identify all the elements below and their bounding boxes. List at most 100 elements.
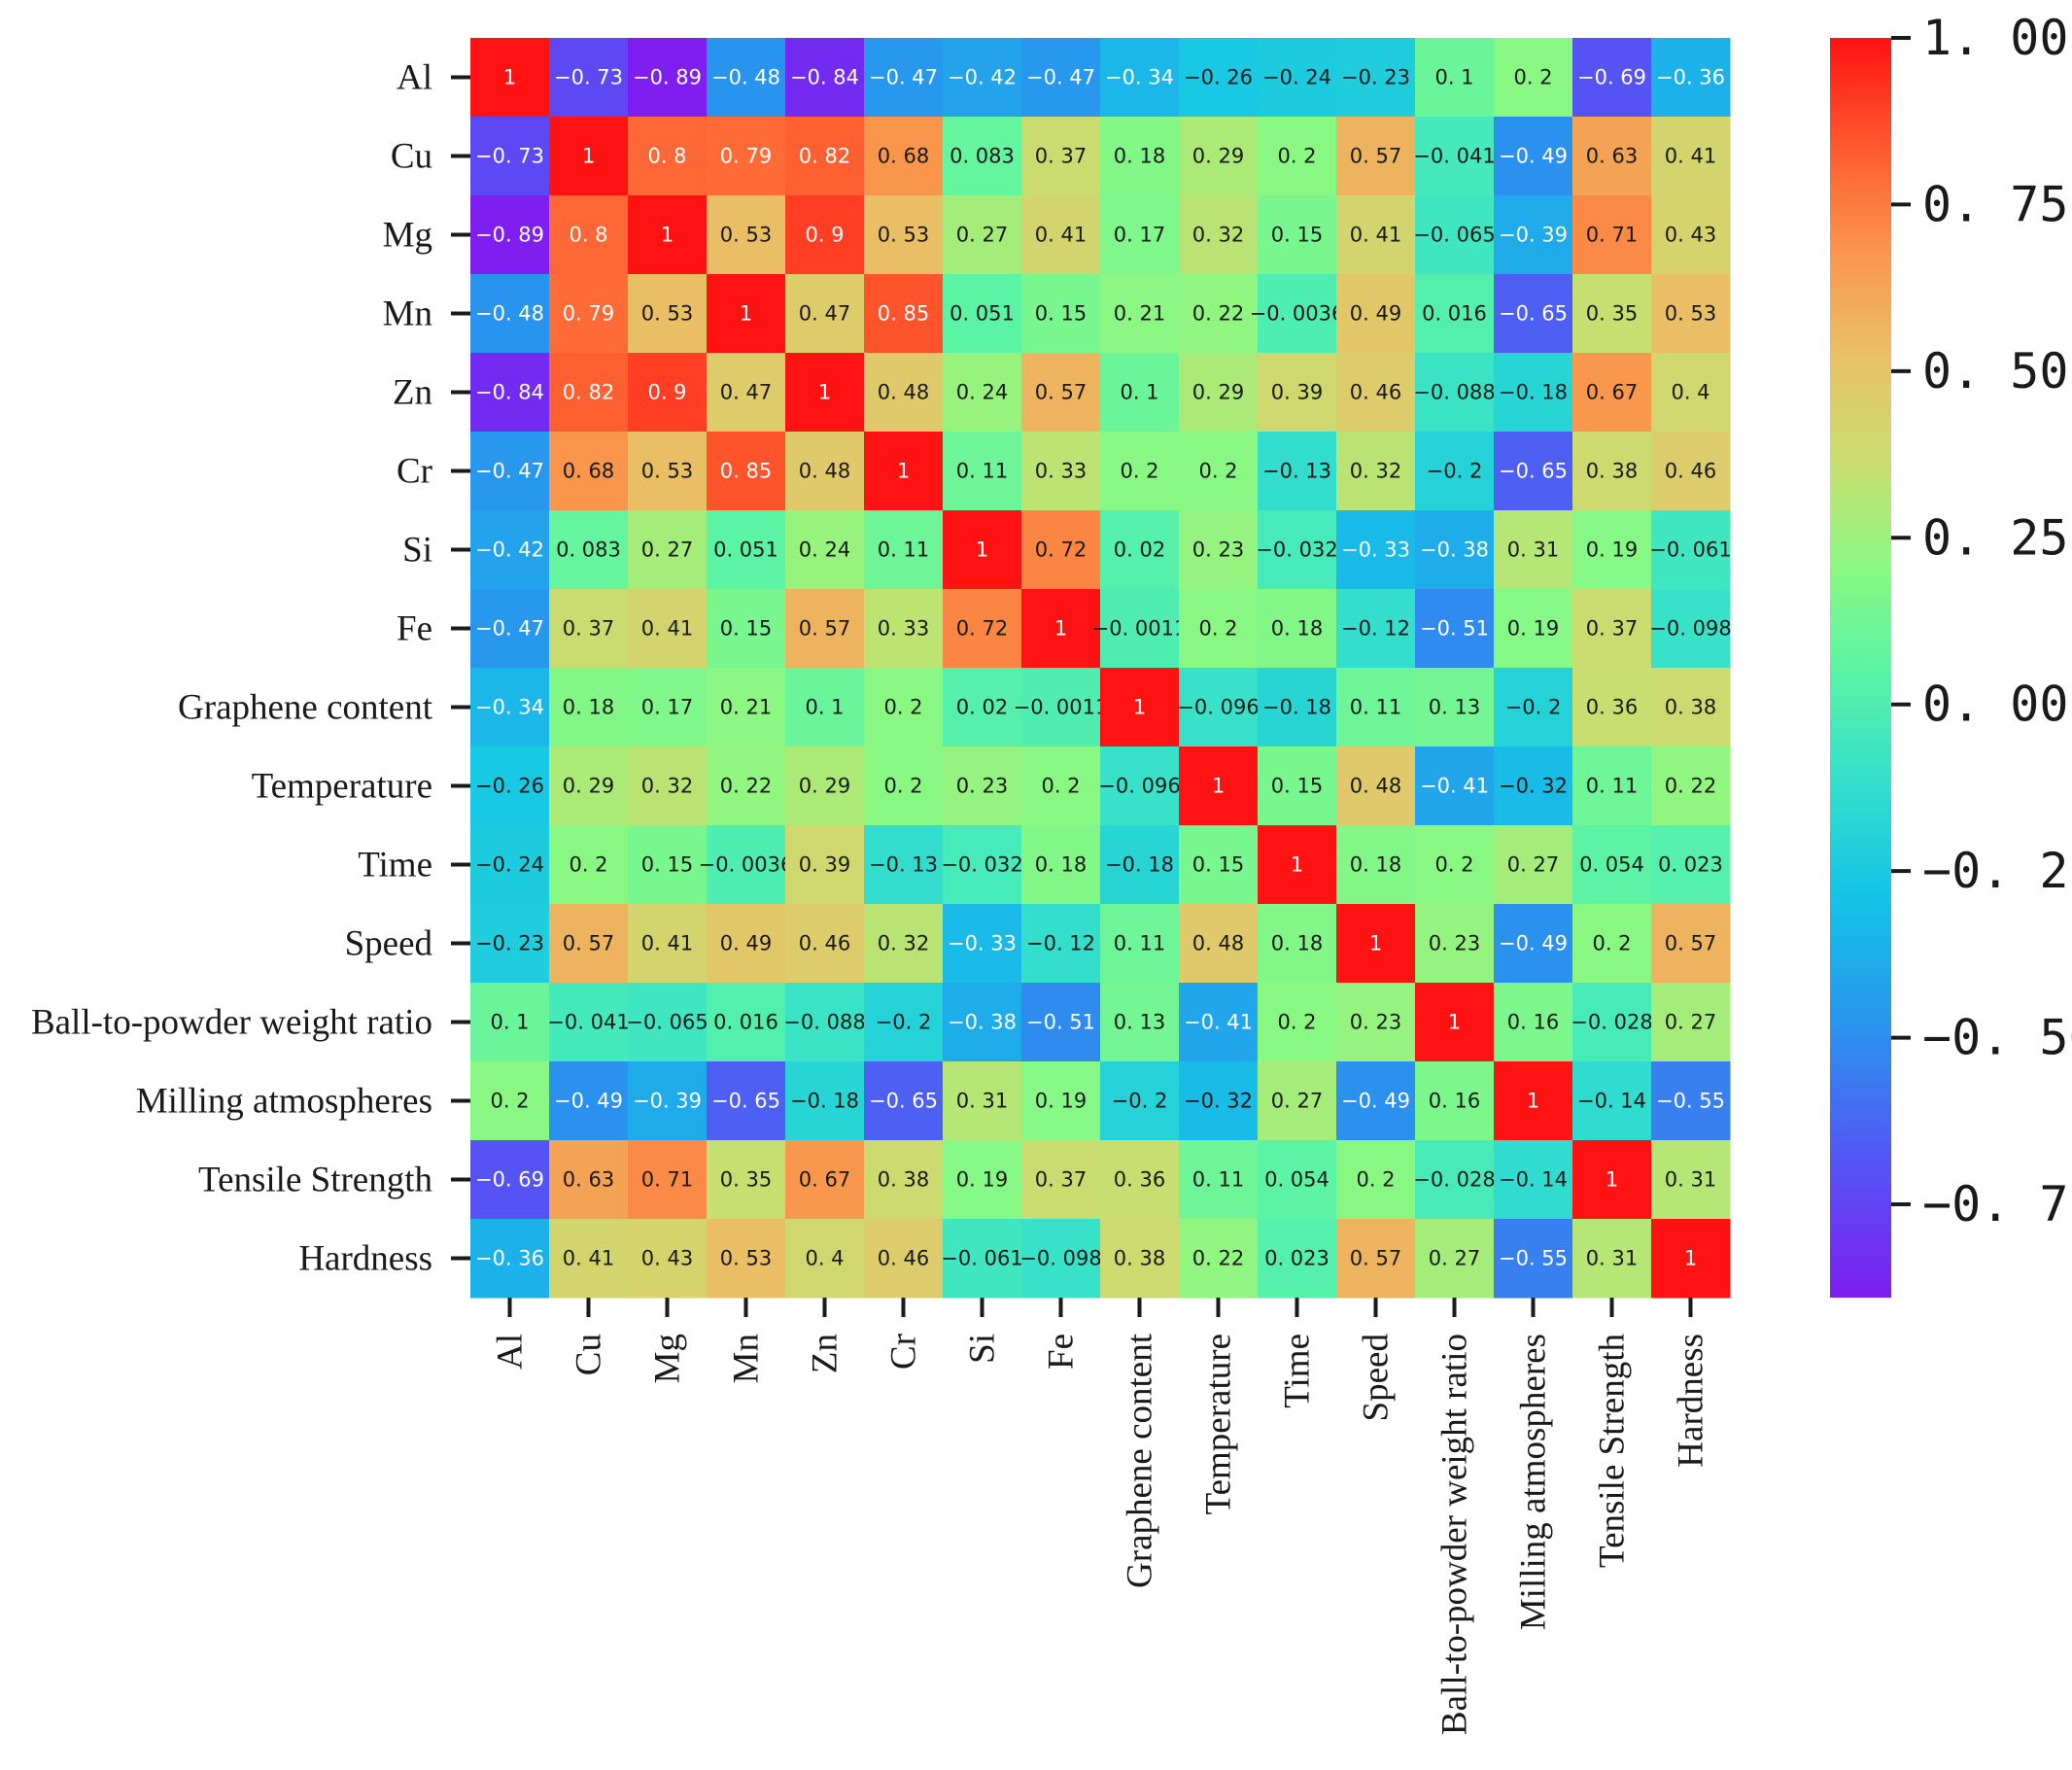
cell-value-label: −0. 26 xyxy=(475,775,544,798)
cell-value-label: 0. 2 xyxy=(1277,1011,1316,1034)
heatmap-cell xyxy=(1258,117,1337,196)
heatmap-cell xyxy=(785,195,865,275)
heatmap-cell xyxy=(1651,510,1731,590)
heatmap-cell xyxy=(1572,510,1652,590)
cell-value-label: 0. 083 xyxy=(950,145,1015,168)
cell-value-label: 0. 27 xyxy=(1271,1090,1323,1113)
heatmap-cell xyxy=(707,432,786,511)
heatmap-cell xyxy=(549,746,629,826)
colorbar-tick-label: 1. 00 xyxy=(1922,10,2069,66)
cell-value-label: 0. 57 xyxy=(799,617,850,641)
cell-value-label: 0. 82 xyxy=(799,145,850,168)
colorbar-tick-label: 0. 00 xyxy=(1922,677,2069,733)
colorbar-tick-label: −0. 50 xyxy=(1922,1010,2072,1066)
cell-value-label: 0. 72 xyxy=(1035,538,1087,562)
cell-value-label: −0. 12 xyxy=(1341,617,1410,641)
heatmap-cell xyxy=(943,510,1022,590)
colorbar-tick-label: 0. 25 xyxy=(1922,509,2069,566)
cell-value-label: 0. 41 xyxy=(1035,224,1087,247)
heatmap-cells: 1 −0. 73 −0. 89 −0. 48 −0. 84 −0. 47 −0. 42 −0.… xyxy=(470,38,1732,1299)
heatmap-cell xyxy=(628,1140,708,1220)
cell-value-label: 0. 22 xyxy=(1192,1247,1244,1270)
heatmap-cell xyxy=(1336,668,1416,747)
cell-value-label: −0. 14 xyxy=(1499,1168,1568,1192)
cell-value-label: 0. 15 xyxy=(1271,775,1323,798)
cell-value-label: 0. 85 xyxy=(878,302,929,326)
heatmap-cell xyxy=(864,589,944,669)
cell-value-label: −0. 38 xyxy=(1420,538,1489,562)
cell-value-label: −0. 38 xyxy=(948,1011,1017,1034)
row-label: Temperature xyxy=(252,767,432,807)
cell-value-label: 1 xyxy=(818,381,831,404)
heatmap-cell xyxy=(1021,117,1101,196)
heatmap-cell xyxy=(549,1219,629,1299)
heatmap-cell xyxy=(943,904,1022,984)
heatmap-cell xyxy=(549,117,629,196)
cell-value-label: −0. 39 xyxy=(1499,224,1568,247)
heatmap-cell xyxy=(864,825,944,905)
heatmap-cell xyxy=(1100,589,1180,669)
heatmap-cell xyxy=(628,195,708,275)
heatmap-cell xyxy=(1258,432,1337,511)
cell-value-label: 0. 1 xyxy=(805,696,844,719)
heatmap-cell xyxy=(1258,983,1337,1062)
cell-value-label: 0. 31 xyxy=(1665,1168,1716,1192)
cell-value-label: 0. 41 xyxy=(563,1247,614,1270)
cell-value-label: 0. 2 xyxy=(1198,460,1237,483)
heatmap-cell xyxy=(470,274,550,354)
heatmap-cell xyxy=(1179,1140,1259,1220)
heatmap-cell xyxy=(1572,432,1652,511)
heatmap-cell xyxy=(1021,746,1101,826)
cell-value-label: 0. 23 xyxy=(1350,1011,1401,1034)
cell-value-label: 0. 9 xyxy=(805,224,844,247)
heatmap-cell xyxy=(1494,1140,1573,1220)
heatmap-cell xyxy=(1651,1219,1731,1299)
heatmap-cell xyxy=(1572,589,1652,669)
cell-value-label: −0. 65 xyxy=(1499,302,1568,326)
heatmap-cell xyxy=(707,668,786,747)
cell-value-label: −0. 061 xyxy=(941,1247,1022,1270)
heatmap-cell xyxy=(549,904,629,984)
heatmap-cell xyxy=(1021,38,1101,118)
heatmap-cell xyxy=(628,432,708,511)
heatmap-cell xyxy=(470,825,550,905)
cell-value-label: −0. 84 xyxy=(790,66,859,89)
cell-value-label: 0. 17 xyxy=(1114,224,1165,247)
cell-value-label: 0. 57 xyxy=(563,932,614,955)
heatmap-cell xyxy=(470,1140,550,1220)
cell-value-label: −0. 55 xyxy=(1499,1247,1568,1270)
heatmap-cell xyxy=(1336,117,1416,196)
cell-value-label: −0. 26 xyxy=(1184,66,1253,89)
heatmap-cell xyxy=(628,1219,708,1299)
cell-value-label: 0. 4 xyxy=(1671,381,1709,404)
row-label: Speed xyxy=(345,924,433,964)
colorbar-tick-label: 0. 50 xyxy=(1922,343,2069,399)
cell-value-label: 0. 2 xyxy=(569,853,607,877)
heatmap-cell xyxy=(1494,38,1573,118)
heatmap-cell xyxy=(943,825,1022,905)
cell-value-label: −0. 13 xyxy=(869,853,938,877)
cell-value-label: −0. 42 xyxy=(948,66,1017,89)
heatmap-cell xyxy=(864,983,944,1062)
cell-value-label: 1 xyxy=(1054,617,1067,641)
heatmap-cell xyxy=(1572,1219,1652,1299)
cell-value-label: 0. 21 xyxy=(720,696,772,719)
heatmap-cell xyxy=(549,432,629,511)
heatmap-cell xyxy=(864,510,944,590)
heatmap-cell xyxy=(1494,983,1573,1062)
cell-value-label: −0. 32 xyxy=(1184,1090,1253,1113)
cell-value-label: −0. 088 xyxy=(783,1011,865,1034)
cell-value-label: −0. 23 xyxy=(1341,66,1410,89)
heatmap-cell xyxy=(1415,195,1495,275)
cell-value-label: 0. 31 xyxy=(1507,538,1559,562)
heatmap-cell xyxy=(549,195,629,275)
cell-value-label: 1 xyxy=(1448,1011,1461,1034)
cell-value-label: −0. 096 xyxy=(1177,696,1259,719)
heatmap-cell xyxy=(785,274,865,354)
heatmap-cell xyxy=(1415,746,1495,826)
heatmap-cell xyxy=(1494,195,1573,275)
heatmap-cell xyxy=(1415,510,1495,590)
cell-value-label: 0. 4 xyxy=(805,1247,844,1270)
cell-value-label: −0. 0036 xyxy=(1250,302,1345,326)
heatmap-cell xyxy=(864,1219,944,1299)
